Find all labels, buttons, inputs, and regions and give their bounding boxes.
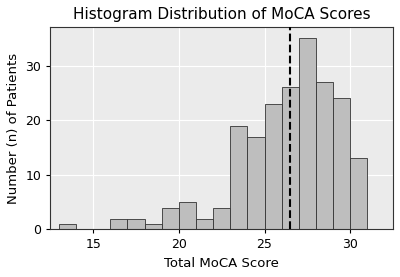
Y-axis label: Number (n) of Patients: Number (n) of Patients	[7, 53, 20, 204]
Bar	[282, 87, 299, 229]
Bar	[179, 202, 196, 229]
Bar	[248, 137, 264, 229]
Bar	[110, 219, 128, 229]
Bar	[264, 104, 282, 229]
Bar	[59, 224, 76, 229]
Bar	[299, 38, 316, 229]
Bar	[350, 158, 367, 229]
Bar	[145, 224, 162, 229]
Title: Histogram Distribution of MoCA Scores: Histogram Distribution of MoCA Scores	[73, 7, 370, 22]
Bar	[333, 98, 350, 229]
Bar	[162, 208, 179, 229]
Bar	[128, 219, 145, 229]
Bar	[213, 208, 230, 229]
Bar	[230, 126, 248, 229]
Bar	[196, 219, 213, 229]
X-axis label: Total MoCA Score: Total MoCA Score	[164, 257, 279, 270]
Bar	[316, 82, 333, 229]
